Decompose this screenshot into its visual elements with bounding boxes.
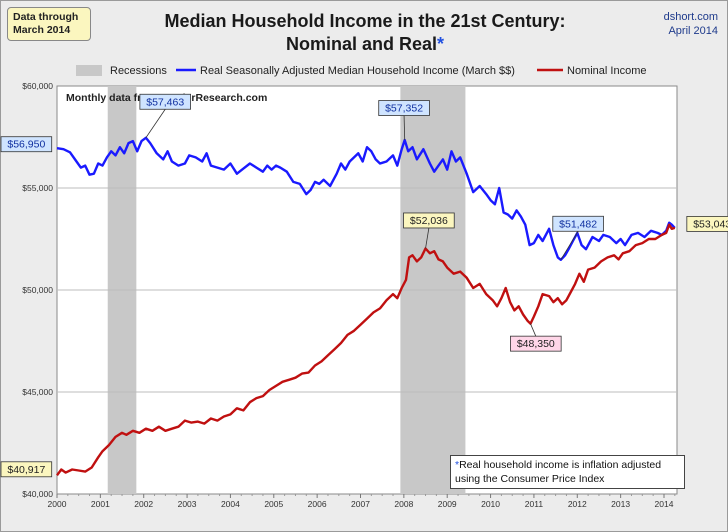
- label-layer: $56,950 $57,463 $57,352 $51,482 $53,043 $40,9…: [0, 93, 728, 478]
- axis-layer: $40,000 $45,000 $50,000 $55,000 $60,000 2000 2…: [22, 81, 676, 509]
- x-tick-label-2000: 2000: [48, 499, 67, 509]
- data-label: $40,917: [7, 464, 45, 476]
- x-tick-label-2010: 2010: [481, 499, 500, 509]
- data-label: $51,482: [559, 218, 597, 230]
- data-label-box: [0, 461, 53, 478]
- nominal-income-line: [56, 223, 676, 477]
- y-tick-label-40000: $40,000: [22, 489, 53, 499]
- data-label: $48,350: [517, 338, 555, 350]
- x-tick-label-2009: 2009: [438, 499, 457, 509]
- data-through-line-2: March 2014: [13, 24, 71, 36]
- x-tick-label-2011: 2011: [525, 499, 544, 509]
- title-line-1: Median Household Income in the 21st Cent…: [164, 11, 566, 31]
- data-label: $57,352: [385, 103, 423, 115]
- title-line-2: Nominal and Real*: [140, 33, 590, 56]
- footnote-box: *Real household income is inflation adju…: [450, 455, 685, 489]
- real-income-line: [56, 136, 676, 261]
- data-through-line-1: Data through: [13, 11, 79, 23]
- x-tick-label-2006: 2006: [308, 499, 327, 509]
- x-tick-label-2012: 2012: [568, 499, 587, 509]
- x-tick-label-2007: 2007: [351, 499, 370, 509]
- footnote-line-2: using the Consumer Price Index: [455, 473, 605, 485]
- footnote-asterisk: *: [455, 459, 460, 471]
- legend-recession-swatch: [76, 65, 102, 76]
- legend-real-label: Real Seasonally Adjusted Median Househol…: [200, 65, 515, 77]
- x-tick-label-2001: 2001: [91, 499, 110, 509]
- x-tick-label-2014: 2014: [655, 499, 674, 509]
- data-label-box: [510, 335, 562, 352]
- y-tick-label-50000: $50,000: [22, 285, 53, 295]
- data-label: $57,463: [146, 96, 184, 108]
- data-label-leader: [560, 231, 579, 260]
- x-tick-label-2008: 2008: [394, 499, 413, 509]
- chart-title: Median Household Income in the 21st Cent…: [140, 10, 590, 56]
- legend-nominal-label: Nominal Income: [567, 65, 646, 77]
- data-label-box: [0, 136, 53, 153]
- source-credit: dshort.com April 2014: [664, 10, 718, 38]
- data-label: $52,036: [410, 215, 448, 227]
- data-label-box: [378, 100, 430, 116]
- data-through-badge: Data through March 2014: [7, 7, 91, 41]
- y-tick-label-45000: $45,000: [22, 387, 53, 397]
- source-line-1: dshort.com: [663, 11, 718, 23]
- title-asterisk: *: [437, 34, 445, 54]
- data-label-box: [139, 93, 191, 110]
- data-label: $56,950: [7, 139, 45, 151]
- data-label-leader: [425, 227, 430, 249]
- data-label-leader: [145, 109, 166, 138]
- data-label-leader: [403, 115, 406, 141]
- legend-recession-label: Recessions: [110, 65, 167, 77]
- footnote-line-1-text: Real household income is inflation adjus…: [459, 459, 662, 471]
- x-tick-label-2003: 2003: [178, 499, 197, 509]
- data-label-box: [686, 216, 728, 232]
- y-tick-label-60000: $60,000: [22, 81, 53, 91]
- data-label-box: [403, 212, 455, 229]
- data-label: $53,043: [693, 218, 728, 230]
- data-label-box: [552, 215, 604, 232]
- title-line-2-text: Nominal and Real: [285, 34, 437, 54]
- series-layer: [56, 136, 676, 477]
- footnote-line-1: *Real household income is inflation adju…: [455, 458, 680, 472]
- x-tick-label-2013: 2013: [611, 499, 630, 509]
- x-tick-label-2005: 2005: [264, 499, 283, 509]
- grid-layer: [57, 187, 677, 393]
- x-tick-label-2004: 2004: [221, 499, 240, 509]
- source-line-2: April 2014: [668, 25, 718, 37]
- data-label-leader: [530, 323, 537, 337]
- x-tick-label-2002: 2002: [134, 499, 153, 509]
- legend: Recessions Real Seasonally Adjusted Medi…: [76, 65, 646, 77]
- y-tick-label-55000: $55,000: [22, 183, 53, 193]
